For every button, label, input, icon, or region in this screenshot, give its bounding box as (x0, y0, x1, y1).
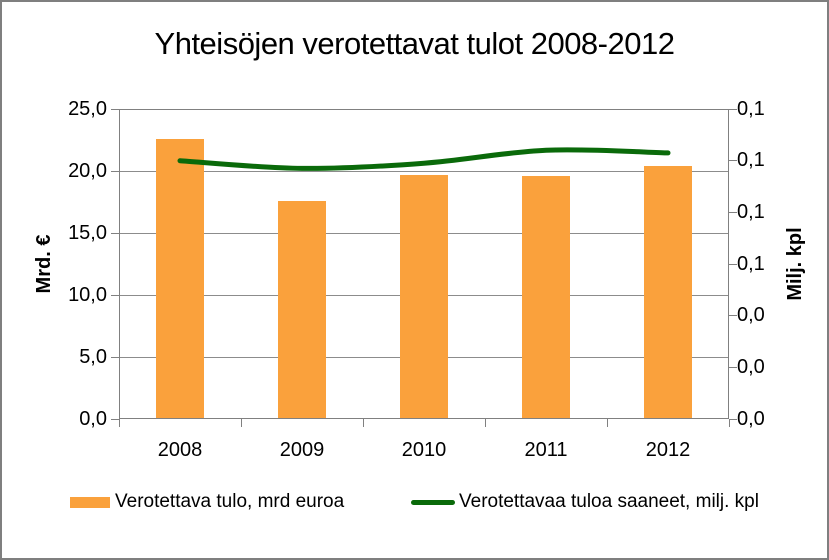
left-axis-tick (111, 233, 119, 234)
left-axis-tick-label: 25,0 (68, 98, 107, 120)
bar-2009 (278, 200, 326, 419)
chart-title: Yhteisöjen verotettavat tulot 2008-2012 (154, 26, 675, 61)
right-axis-tick (729, 109, 737, 110)
line-series-path (177, 147, 671, 171)
x-axis-tick (363, 419, 364, 427)
x-axis-tick-label: 2010 (401, 439, 447, 461)
right-axis-tick-label: 0,1 (737, 201, 765, 223)
x-axis-tick (241, 419, 242, 427)
bar-2011 (522, 176, 570, 419)
right-axis-tick-label: 0,1 (737, 98, 765, 120)
x-axis-tick-label: 2011 (524, 439, 568, 461)
legend-line-swatch (411, 500, 455, 505)
left-axis-tick (111, 295, 119, 296)
x-axis-tick (607, 419, 608, 427)
legend-label-bar-series: Verotettava tulo, mrd euroa (115, 491, 345, 512)
bar-2012 (644, 166, 692, 419)
right-axis-tick (729, 264, 737, 265)
x-axis-tick-label: 2009 (279, 439, 325, 461)
gridline (119, 171, 729, 172)
right-axis-tick (729, 212, 737, 213)
x-axis-tick (119, 419, 120, 427)
left-axis-tick (111, 357, 119, 358)
bar-2008 (156, 138, 204, 419)
legend-label-line-series: Verotettavaa tuloa saaneet, milj. kpl (459, 491, 759, 512)
bar-2010 (400, 174, 448, 419)
left-axis-tick (111, 171, 119, 172)
line-series (177, 147, 671, 171)
right-axis-tick (729, 160, 737, 161)
left-axis-tick (111, 109, 119, 110)
right-axis-tick-label: 0,0 (737, 408, 765, 430)
right-axis-tick-label: 0,0 (737, 304, 765, 326)
x-axis-tick (729, 419, 730, 427)
x-axis-tick-label: 2012 (645, 439, 691, 461)
right-axis-tick-label: 0,1 (737, 149, 765, 171)
right-axis-tick-label: 0,1 (737, 253, 765, 275)
left-axis-tick-label: 5,0 (79, 346, 107, 368)
left-axis-title: Mrd. € (33, 234, 55, 294)
right-axis-tick (729, 367, 737, 368)
left-axis-tick-label: 20,0 (68, 160, 107, 182)
legend-bar-swatch (70, 497, 110, 508)
x-axis-tick-label: 2008 (157, 439, 203, 461)
plot-area-border (119, 109, 729, 419)
left-axis-tick-label: 15,0 (68, 222, 107, 244)
left-axis-tick (111, 419, 119, 420)
x-axis-tick (485, 419, 486, 427)
left-axis-tick-label: 0,0 (79, 408, 107, 430)
right-axis-tick-label: 0,0 (737, 356, 765, 378)
right-axis-tick (729, 315, 737, 316)
left-axis-tick-label: 10,0 (68, 284, 107, 306)
right-axis-tick (729, 419, 737, 420)
